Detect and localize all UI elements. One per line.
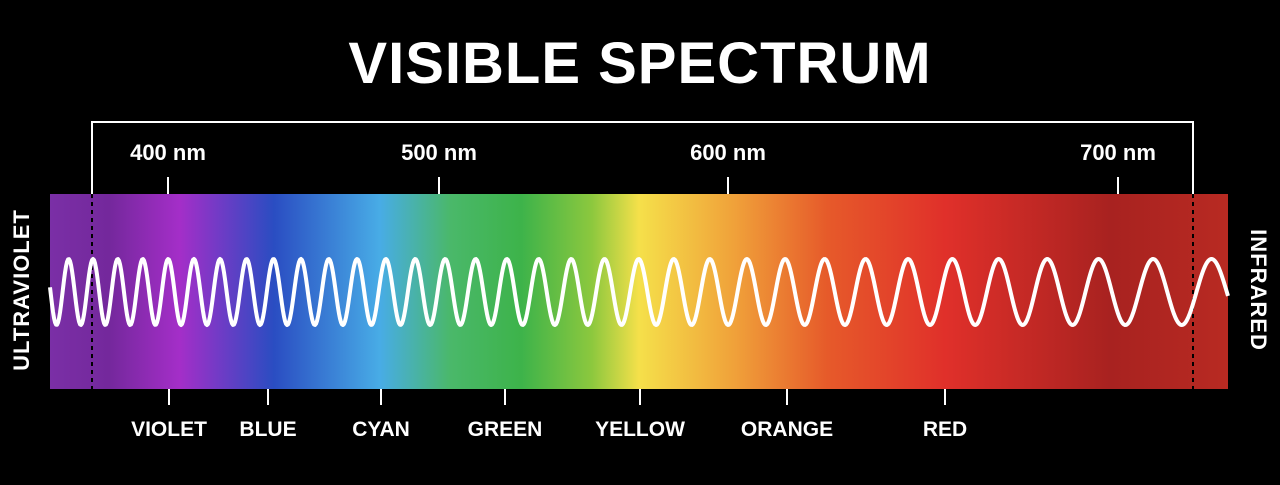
color-label-cyan: CYAN [352, 418, 410, 441]
ultraviolet-label: ULTRAVIOLET [9, 209, 34, 371]
wavelength-label-500: 500 nm [401, 140, 477, 165]
color-label-green: GREEN [467, 418, 543, 441]
page-title: VISIBLE SPECTRUM [348, 31, 932, 96]
color-label-yellow: YELLOW [595, 418, 685, 441]
wavelength-label-700: 700 nm [1080, 140, 1156, 165]
spectrum-bar [50, 194, 1228, 389]
wavelength-label-400: 400 nm [130, 140, 206, 165]
wavelength-label-600: 600 nm [690, 140, 766, 165]
color-label-violet: VIOLET [131, 418, 207, 441]
visible-range-bracket [91, 121, 1194, 194]
wave-line [48, 257, 1230, 327]
infrared-label: INFRARED [1246, 229, 1271, 351]
color-label-blue: BLUE [239, 418, 297, 441]
color-label-orange: ORANGE [740, 418, 834, 441]
color-label-red: RED [922, 418, 968, 441]
